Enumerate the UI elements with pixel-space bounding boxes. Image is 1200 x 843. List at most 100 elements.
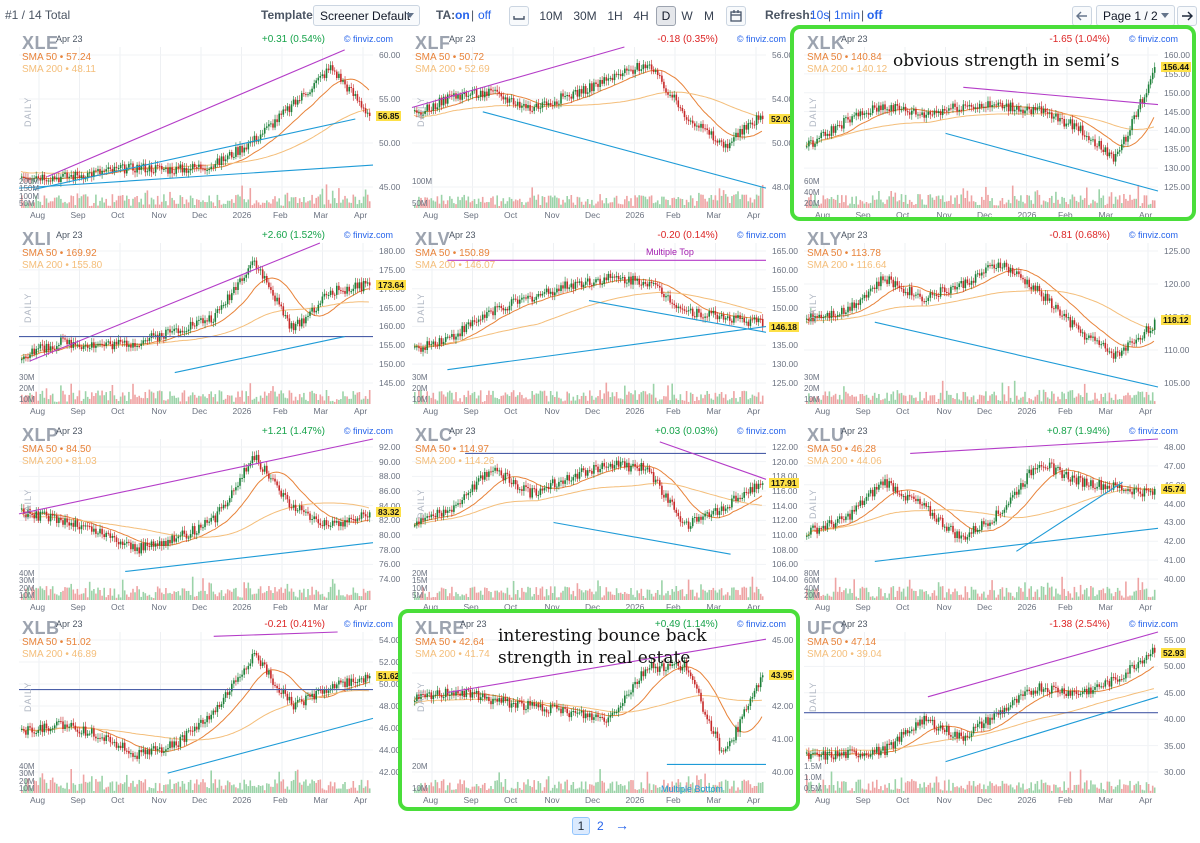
candle-body xyxy=(661,485,663,495)
finviz-source-link[interactable]: © finviz.com xyxy=(736,34,786,44)
calendar-icon[interactable] xyxy=(726,6,746,26)
candle-body xyxy=(336,71,338,78)
chart-date: Apr 23 xyxy=(449,34,476,44)
timeframe-w[interactable]: W xyxy=(681,9,693,23)
chart-panel-xlf[interactable]: XLF Apr 23 SMA 50 • 50.72 SMA 200 • 52.69 -0… xyxy=(398,29,795,220)
candle-body xyxy=(23,356,25,360)
candle-body xyxy=(294,324,297,331)
ta-off-link[interactable]: off xyxy=(478,8,492,22)
timeframe-30m[interactable]: 30M xyxy=(573,9,597,23)
chart-panel-xlv[interactable]: XLV Apr 23 SMA 50 • 150.89 SMA 200 • 146.07… xyxy=(398,225,799,416)
chart-panel-xlc[interactable]: XLC Apr 23 SMA 50 • 114.97 SMA 200 • 114.26… xyxy=(398,421,799,612)
volume-bar xyxy=(325,184,328,208)
ticker-label[interactable]: XLV xyxy=(415,229,451,249)
refresh-off-link[interactable]: off xyxy=(867,8,883,22)
candle-body xyxy=(731,141,733,143)
y-tick-label: 150.00 xyxy=(1164,87,1190,98)
refresh-1min-link[interactable]: 1min xyxy=(834,8,861,22)
volume-bar xyxy=(836,194,839,208)
timeframe-4h[interactable]: 4H xyxy=(633,9,649,23)
volume-bar xyxy=(706,201,708,208)
volume-bar xyxy=(698,400,700,404)
spacebar-icon[interactable] xyxy=(509,6,529,26)
candle-body xyxy=(202,168,204,170)
candle-body xyxy=(892,105,895,112)
volume-tick-label: 20M xyxy=(804,384,820,393)
toolbar: #1 / 14 Total Template: Screener Default… xyxy=(0,0,1200,30)
candle-body xyxy=(890,481,892,484)
volume-bar xyxy=(307,201,309,208)
ticker-label[interactable]: XLI xyxy=(22,229,52,249)
volume-bar xyxy=(991,580,993,600)
finviz-source-link[interactable]: © finviz.com xyxy=(736,426,786,436)
candle-body xyxy=(414,525,416,527)
candle-body xyxy=(549,483,552,490)
ta-on-link[interactable]: on xyxy=(455,8,470,22)
volume-bar xyxy=(344,596,346,600)
volume-bar xyxy=(80,401,83,404)
volume-bar xyxy=(218,592,221,600)
volume-bar xyxy=(214,594,217,600)
chart-panel-xle[interactable]: XLE Apr 23 SMA 50 • 57.24 SMA 200 • 48.11 +0… xyxy=(5,29,402,220)
candle-body xyxy=(816,138,818,144)
candle-body xyxy=(1100,344,1102,346)
template-select[interactable]: Screener Default xyxy=(313,5,420,26)
candle-body xyxy=(1063,313,1065,316)
ticker-label[interactable]: XLE xyxy=(22,33,59,53)
volume-bar xyxy=(691,394,694,404)
volume-bar xyxy=(340,399,342,404)
candle-body xyxy=(416,521,418,526)
timeframe-d[interactable]: D xyxy=(656,6,676,26)
chart-panel-xlu[interactable]: XLU Apr 23 SMA 50 • 46.28 SMA 200 • 44.06 +0… xyxy=(790,421,1187,612)
chart-panel-xlp[interactable]: XLP Apr 23 SMA 50 • 84.50 SMA 200 • 81.03 +1… xyxy=(5,421,402,612)
finviz-source-link[interactable]: © finviz.com xyxy=(1128,34,1178,44)
candle-body xyxy=(1088,335,1090,339)
page-select[interactable]: Page 1 / 2 xyxy=(1096,5,1175,26)
volume-bar xyxy=(915,204,917,208)
volume-bar xyxy=(484,401,486,404)
volume-bar xyxy=(488,202,490,208)
volume-bar xyxy=(253,398,256,404)
volume-bar xyxy=(430,198,433,208)
volume-bar xyxy=(812,588,814,600)
candle-body xyxy=(484,91,486,98)
timeframe-1h[interactable]: 1H xyxy=(607,9,623,23)
finviz-source-link[interactable]: © finviz.com xyxy=(343,34,393,44)
ticker-label[interactable]: XLC xyxy=(415,425,453,445)
ticker-label[interactable]: XLF xyxy=(415,33,451,53)
timeframe-10m[interactable]: 10M xyxy=(539,9,563,23)
finviz-source-link[interactable]: © finviz.com xyxy=(343,230,393,240)
refresh-10s-link[interactable]: 10s xyxy=(810,8,830,22)
finviz-source-link[interactable]: © finviz.com xyxy=(343,426,393,436)
previous-page-button[interactable] xyxy=(1072,6,1092,26)
candle-body xyxy=(1024,484,1026,487)
volume-bar xyxy=(1057,593,1059,600)
ticker-label[interactable]: XLP xyxy=(22,425,59,445)
candle-body xyxy=(894,486,897,492)
volume-bar xyxy=(138,395,140,404)
next-page-button[interactable] xyxy=(1177,6,1197,26)
volume-bar xyxy=(1026,195,1028,208)
volume-bar xyxy=(1034,591,1037,600)
candle-body xyxy=(818,314,820,318)
ticker-label[interactable]: XLK xyxy=(807,33,845,53)
candle-body xyxy=(484,472,486,480)
chart-panel-xly[interactable]: XLY Apr 23 SMA 50 • 113.78 SMA 200 • 116.64… xyxy=(790,225,1191,416)
chart-panel-xli[interactable]: XLI Apr 23 SMA 50 • 169.92 SMA 200 • 155.80… xyxy=(5,225,406,416)
volume-bar xyxy=(985,391,987,404)
candle-body xyxy=(95,345,97,348)
volume-bar xyxy=(362,588,365,600)
candle-body xyxy=(80,525,83,530)
volume-bar xyxy=(1147,204,1150,208)
chart-panel-xlk[interactable]: XLK Apr 23 SMA 50 • 140.84 SMA 200 • 140.12… xyxy=(790,29,1191,220)
ticker-label[interactable]: XLY xyxy=(807,229,842,249)
finviz-source-link[interactable]: © finviz.com xyxy=(1128,230,1178,240)
candle-body xyxy=(628,276,630,283)
timeframe-m[interactable]: M xyxy=(704,9,714,23)
candle-body xyxy=(939,111,942,115)
volume-bar xyxy=(978,596,981,600)
finviz-source-link[interactable]: © finviz.com xyxy=(736,230,786,240)
volume-bar xyxy=(224,398,227,404)
candle-body xyxy=(580,468,583,472)
candle-body xyxy=(820,528,822,530)
